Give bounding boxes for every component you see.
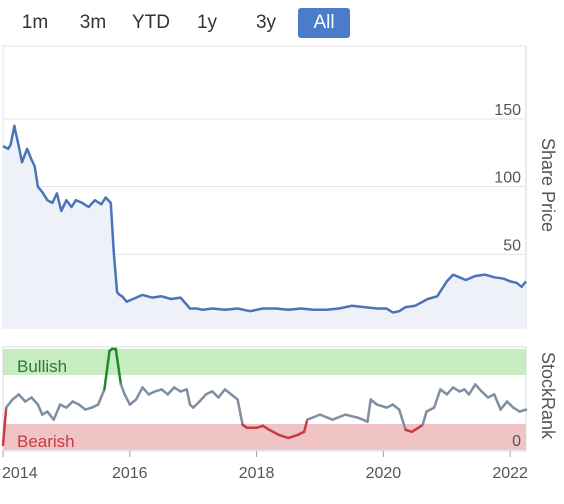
rank-segment-neutral <box>344 413 360 419</box>
rank-segment-neutral <box>166 386 176 396</box>
rank-segment-neutral <box>518 408 528 413</box>
rank-segment-neutral <box>236 398 244 427</box>
rank-segment-bearish <box>1 406 8 447</box>
price-tick-label: 150 <box>494 102 521 119</box>
range-button-1m[interactable]: 1m <box>21 12 49 33</box>
x-tick-label: 2018 <box>239 465 275 482</box>
rank-segment-neutral <box>512 406 521 413</box>
rank-segment-neutral <box>366 398 372 423</box>
rank-segment-neutral <box>397 408 407 432</box>
range-button-all[interactable]: All <box>298 8 350 38</box>
rank-segment-neutral <box>119 383 126 396</box>
rank-segment-neutral <box>141 386 151 396</box>
rank-segment-neutral <box>425 406 436 413</box>
rank-segment-neutral <box>474 383 483 393</box>
rank-segment-neutral <box>96 388 106 406</box>
rank-segment-neutral <box>52 403 62 421</box>
price-series-line <box>2 124 527 314</box>
bearish-label: Bearish <box>17 432 75 451</box>
price-tick-label: 100 <box>494 170 521 187</box>
rank-segment-neutral <box>77 403 87 411</box>
rank-segment-neutral <box>4 398 14 409</box>
rank-axis-ticks: 0 <box>512 433 521 450</box>
rank-segment-bullish <box>114 347 123 386</box>
rank-segment-bearish <box>302 418 309 434</box>
range-selector: 1m 3m YTD 1y 3y All <box>0 6 360 40</box>
rank-segment-neutral <box>445 386 455 396</box>
rank-segment-neutral <box>223 388 233 396</box>
rank-segment-neutral <box>493 393 502 411</box>
x-tick-label: 2022 <box>492 465 528 482</box>
rank-segment-neutral <box>318 413 334 421</box>
rank-segment-neutral <box>356 416 369 423</box>
rank-segment-neutral <box>210 390 220 399</box>
range-button-3m[interactable]: 3m <box>79 12 107 33</box>
rank-segment-neutral <box>134 386 144 401</box>
rank-segment-bearish <box>277 433 290 440</box>
price-tick-label: 50 <box>503 237 521 254</box>
rank-segment-neutral <box>46 410 55 421</box>
x-tick-label: 2016 <box>112 465 148 482</box>
rank-segment-neutral <box>185 388 192 406</box>
rank-segment-neutral <box>480 390 490 399</box>
rank-segment-neutral <box>421 410 428 427</box>
price-axis-title: Share Price <box>538 138 558 232</box>
rank-segment-neutral <box>36 403 44 416</box>
rank-segment-neutral <box>128 398 138 406</box>
rank-segment-neutral <box>439 388 449 396</box>
rank-segment-neutral <box>391 403 401 411</box>
rank-axis-title: StockRank <box>538 352 558 440</box>
rank-segment-neutral <box>505 400 515 409</box>
bearish-zone <box>3 424 526 450</box>
rank-segment-neutral <box>160 388 170 396</box>
bullish-label: Bullish <box>17 357 67 376</box>
rank-segment-neutral <box>306 413 322 421</box>
rank-segment-neutral <box>30 396 40 406</box>
rank-segment-neutral <box>123 393 132 406</box>
rank-segment-bearish <box>268 428 281 437</box>
rank-segment-neutral <box>198 393 208 403</box>
rank-segment-bearish <box>287 433 300 440</box>
rank-segment-neutral <box>17 393 27 403</box>
rank-segment-bearish <box>261 424 271 432</box>
rank-segment-neutral <box>229 393 239 401</box>
rank-series <box>1 347 528 447</box>
x-axis-ticks: 2014 2016 2018 2020 2022 <box>2 451 528 482</box>
rank-segment-neutral <box>65 400 74 409</box>
bullish-zone <box>3 349 526 375</box>
rank-segment-neutral <box>499 400 509 411</box>
rank-segment-neutral <box>217 388 227 399</box>
rank-segment-neutral <box>467 383 477 396</box>
rank-segment-neutral <box>369 398 379 406</box>
rank-segment-neutral <box>375 403 388 409</box>
range-button-1y[interactable]: 1y <box>196 12 218 33</box>
rank-segment-bullish <box>103 349 111 391</box>
rank-segment-neutral <box>191 400 201 409</box>
price-area-fill <box>3 125 526 328</box>
rank-segment-neutral <box>11 393 21 401</box>
rank-tick-label: 0 <box>512 433 521 450</box>
x-tick-label: 2014 <box>2 465 38 482</box>
rank-segment-neutral <box>432 388 442 409</box>
range-button-3y[interactable]: 3y <box>255 12 277 33</box>
range-button-ytd[interactable]: YTD <box>132 12 170 33</box>
x-tick-label: 2020 <box>366 465 402 482</box>
rank-segment-neutral <box>331 413 347 421</box>
